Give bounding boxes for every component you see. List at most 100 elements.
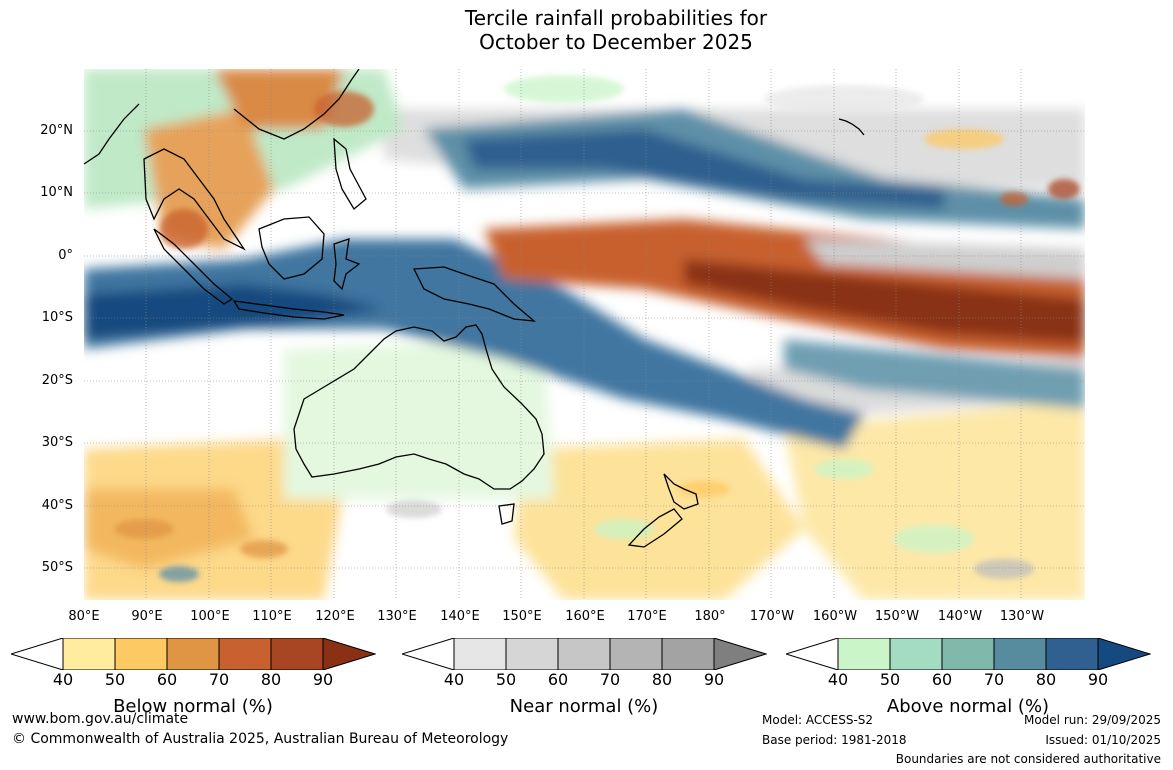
- lat-label-10s: 10°S: [41, 310, 73, 325]
- near-normal-strip-equator: [804, 239, 1085, 279]
- colorbar-above-tick-50: 50: [879, 670, 901, 689]
- colorbar-below-normal-step: [62, 638, 116, 670]
- speckle: [314, 91, 374, 127]
- colorbar-above-normal-step: [993, 638, 1047, 670]
- colorbar-above-tick-40: 40: [827, 670, 849, 689]
- colorbar-near-tick-60: 60: [547, 670, 569, 689]
- colorbar-near-normal-highend: [713, 638, 767, 670]
- new-guinea-coastline: [412, 266, 537, 322]
- probability-speckle: [114, 75, 1080, 582]
- lat-label-10n: 10°N: [40, 185, 73, 200]
- speckle: [678, 481, 730, 497]
- australia-coastline: [293, 324, 545, 490]
- colorbar-near-normal: [402, 638, 767, 670]
- colorbar-below-tick-60: 60: [156, 670, 178, 689]
- colorbar-near-normal-step: [505, 638, 559, 670]
- colorbar-near-normal-step: [661, 638, 715, 670]
- colorbar-near-tick-70: 70: [599, 670, 621, 689]
- footer-url[interactable]: www.bom.gov.au/climate: [12, 711, 189, 727]
- below-normal-region-tasman: [514, 439, 804, 600]
- footer-model: Model: ACCESS-S2: [762, 713, 874, 727]
- footer-disclaimer: Boundaries are not considered authoritat…: [895, 752, 1161, 766]
- footer-issued: Issued: 01/10/2025: [1045, 733, 1161, 747]
- colorbar-near-normal-step: [557, 638, 611, 670]
- colorbar-below-title: Below normal (%): [113, 696, 273, 717]
- lon-label-120e: 120°E: [315, 609, 355, 624]
- probability-map: [84, 69, 1085, 600]
- probability-field: [84, 69, 1085, 600]
- lon-label-140e: 140°E: [440, 609, 480, 624]
- southeast-asia-coastline: [143, 148, 246, 251]
- lon-label-160w: 160°W: [812, 609, 858, 624]
- below-normal-region-southeast: [784, 399, 1085, 600]
- colorbar-near-normal-lowend: [402, 638, 455, 670]
- speckle: [504, 75, 624, 103]
- hawaii-coastline: [838, 118, 865, 136]
- lon-label-180: 180°: [694, 609, 726, 624]
- colorbar-near-tick-50: 50: [495, 670, 517, 689]
- china-coastline: [233, 69, 360, 140]
- colorbar-below-tick-40: 40: [52, 670, 74, 689]
- colorbar-below-normal-lowend: [11, 638, 64, 670]
- colorbar-near-tick-40: 40: [443, 670, 465, 689]
- lon-label-140w: 140°W: [937, 609, 983, 624]
- colorbar-above-title: Above normal (%): [886, 696, 1050, 717]
- lon-label-150w: 150°W: [874, 609, 920, 624]
- new-zealand-south-coastline: [627, 508, 683, 548]
- map-canvas: [84, 69, 1085, 600]
- lon-label-170w: 170°W: [749, 609, 795, 624]
- lon-label-150e: 150°E: [502, 609, 542, 624]
- colorbar-below-normal-step: [114, 638, 168, 670]
- above-normal-core-tropics: [464, 129, 944, 209]
- below-normal-core-central-pacific: [684, 259, 1085, 344]
- footer-base-period: Base period: 1981-2018: [762, 733, 907, 747]
- above-normal-band-pacific: [784, 339, 1085, 409]
- lon-label-80e: 80°E: [68, 609, 100, 624]
- speckle: [1048, 179, 1080, 199]
- speckle: [386, 500, 442, 518]
- colorbar-above-normal-step: [941, 638, 995, 670]
- speckle: [764, 85, 924, 113]
- above-normal-region-australia: [284, 339, 554, 499]
- colorbar-below-normal-highend: [322, 638, 376, 670]
- lon-label-160e: 160°E: [565, 609, 605, 624]
- speckle: [894, 525, 974, 553]
- lat-label-equator: 0°: [58, 248, 73, 263]
- colorbar-near-tick-90: 90: [703, 670, 725, 689]
- colorbar-below-normal-step: [270, 638, 324, 670]
- colorbar-above-normal-step: [1045, 638, 1099, 670]
- lat-label-20s: 20°S: [41, 373, 73, 388]
- lon-label-130w: 130°W: [999, 609, 1045, 624]
- colorbar-near-title: Near normal (%): [509, 696, 659, 717]
- speckle: [814, 459, 874, 479]
- colorbar-below-normal-step: [218, 638, 272, 670]
- colorbar-near-normal-step: [453, 638, 507, 670]
- colorbar-above-tick-70: 70: [983, 670, 1005, 689]
- speckle: [1000, 192, 1028, 206]
- lon-label-110e: 110°E: [252, 609, 292, 624]
- coastlines: [84, 69, 865, 548]
- speckle: [240, 540, 288, 558]
- colorbar-above-normal-step: [837, 638, 891, 670]
- lat-label-50s: 50°S: [41, 560, 73, 575]
- colorbar-above-normal: [786, 638, 1151, 670]
- borneo-coastline: [258, 216, 325, 280]
- lon-label-130e: 130°E: [377, 609, 417, 624]
- colorbar-above-tick-90: 90: [1087, 670, 1109, 689]
- colorbar-below-tick-70: 70: [208, 670, 230, 689]
- footer-model-run: Model run: 29/09/2025: [1023, 713, 1161, 727]
- new-zealand-north-coastline: [663, 473, 699, 510]
- graticule: [84, 69, 1085, 600]
- footer-copyright: © Commonwealth of Australia 2025, Austra…: [12, 731, 509, 747]
- colorbar-above-normal-highend: [1097, 638, 1151, 670]
- india-coastline: [84, 103, 140, 165]
- colorbar-below-tick-90: 90: [312, 670, 334, 689]
- colorbar-below-normal: [11, 638, 376, 670]
- below-normal-region-south-china: [214, 69, 344, 129]
- sumatra-coastline: [153, 228, 234, 305]
- colorbar-near-normal-step: [609, 638, 663, 670]
- colorbar-above-normal-lowend: [786, 638, 839, 670]
- lat-label-20n: 20°N: [40, 123, 73, 138]
- speckle: [974, 559, 1034, 579]
- lat-label-40s: 40°S: [41, 498, 73, 513]
